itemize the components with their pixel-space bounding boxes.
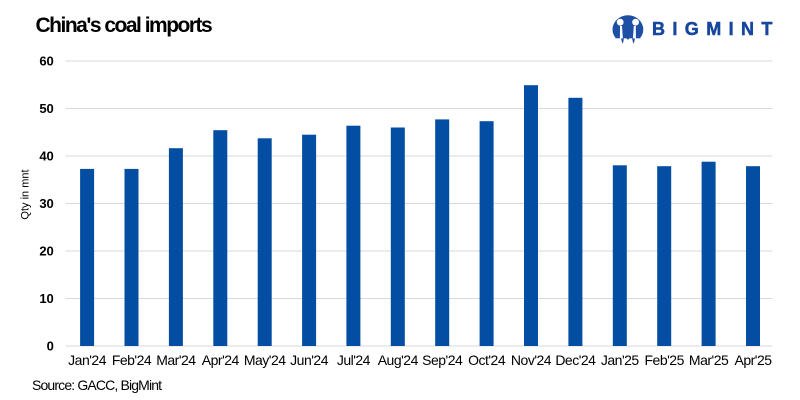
svg-text:Apr'24: Apr'24 — [202, 352, 240, 368]
svg-text:50: 50 — [39, 101, 53, 116]
svg-text:0: 0 — [47, 339, 54, 354]
svg-text:Oct'24: Oct'24 — [468, 352, 506, 368]
svg-text:Apr'25: Apr'25 — [734, 352, 772, 368]
svg-text:Feb'25: Feb'25 — [645, 352, 685, 368]
svg-text:May'24: May'24 — [244, 352, 286, 368]
svg-text:40: 40 — [39, 149, 53, 164]
svg-text:30: 30 — [39, 196, 53, 211]
svg-text:Jun'24: Jun'24 — [290, 352, 329, 368]
svg-text:10: 10 — [39, 291, 53, 306]
svg-text:Sep'24: Sep'24 — [422, 352, 463, 368]
svg-text:Aug'24: Aug'24 — [378, 352, 419, 368]
svg-text:China's coal imports: China's coal imports — [36, 14, 213, 37]
svg-text:Mar'24: Mar'24 — [156, 352, 196, 368]
svg-text:Dec'24: Dec'24 — [555, 352, 596, 368]
svg-text:BIGMINT: BIGMINT — [652, 19, 780, 39]
svg-text:Qty in mnt: Qty in mnt — [20, 169, 32, 219]
svg-text:Mar'25: Mar'25 — [689, 352, 729, 368]
svg-text:Jul'24: Jul'24 — [337, 352, 371, 368]
svg-text:Jan'25: Jan'25 — [601, 352, 640, 368]
svg-text:20: 20 — [39, 244, 53, 259]
svg-text:60: 60 — [39, 54, 53, 69]
svg-text:Feb'24: Feb'24 — [112, 352, 152, 368]
svg-text:Source: GACC, BigMint: Source: GACC, BigMint — [32, 377, 162, 393]
svg-text:Nov'24: Nov'24 — [511, 352, 552, 368]
svg-text:Jan'24: Jan'24 — [68, 352, 107, 368]
